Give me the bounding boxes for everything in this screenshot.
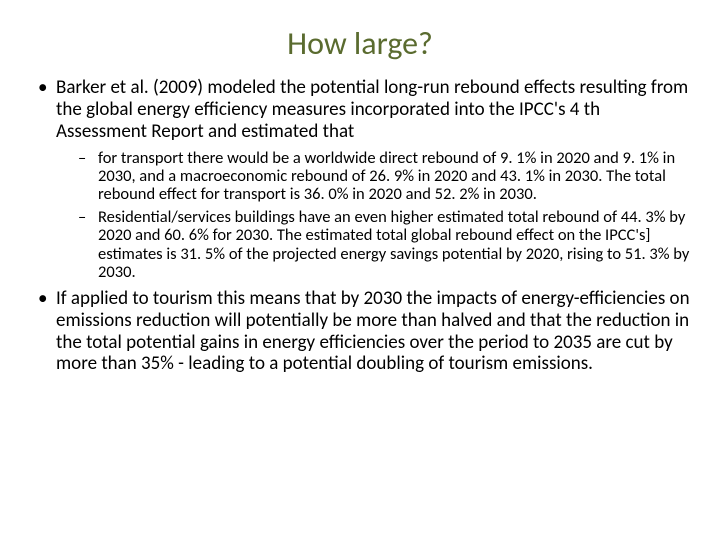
bullet-list-level2: for transport there would be a worldwide… <box>56 149 692 282</box>
bullet-text: Barker et al. (2009) modeled the potenti… <box>56 76 688 143</box>
sub-bullet-item: Residential/services buildings have an e… <box>56 208 692 282</box>
sub-bullet-item: for transport there would be a worldwide… <box>56 149 692 204</box>
bullet-item: Barker et al. (2009) modeled the potenti… <box>28 77 692 282</box>
sub-bullet-text: Residential/services buildings have an e… <box>98 207 689 282</box>
bullet-list-level1: Barker et al. (2009) modeled the potenti… <box>28 77 692 375</box>
slide-title: How large? <box>28 24 692 63</box>
bullet-item: If applied to tourism this means that by… <box>28 288 692 375</box>
bullet-text: If applied to tourism this means that by… <box>56 287 690 376</box>
sub-bullet-text: for transport there would be a worldwide… <box>98 148 675 205</box>
